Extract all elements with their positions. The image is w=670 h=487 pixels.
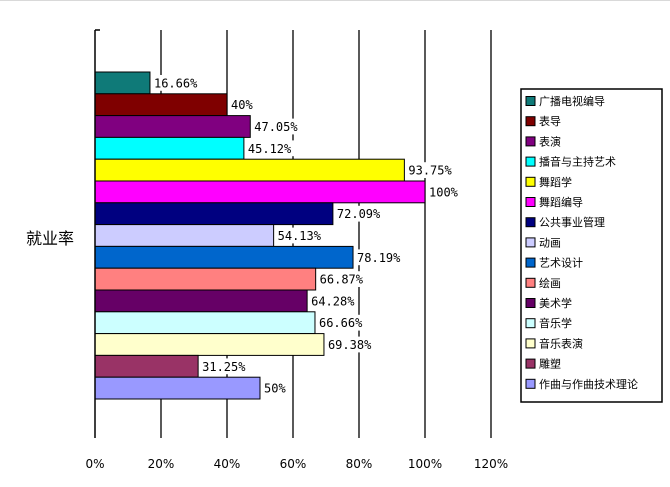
data-labels: 16.66% 40%47.05% 45.12% 93.75% 100% 72.09% 54.…	[150, 75, 462, 396]
legend-label: 表演	[539, 134, 561, 148]
legend-swatch	[525, 318, 536, 329]
data-label-bg	[261, 380, 289, 396]
data-label: 100%	[429, 185, 459, 199]
legend-label: 音乐表演	[539, 336, 583, 350]
legend-swatch	[525, 358, 536, 369]
legend-swatch	[525, 257, 536, 268]
legend-label: 公共事业管理	[539, 215, 605, 229]
x-tick-label: 0%	[85, 457, 104, 471]
legend-swatch	[525, 277, 536, 288]
legend-swatch	[525, 197, 536, 207]
x-tick-label: 20%	[148, 457, 175, 471]
legend-box	[520, 88, 663, 403]
data-label-bg	[244, 140, 295, 157]
data-label: 45.12%	[248, 142, 292, 156]
bar	[94, 202, 334, 226]
bar	[94, 136, 245, 160]
bar	[94, 333, 325, 356]
legend-label: 作曲与作曲技术理论	[539, 377, 638, 391]
data-label-bg	[426, 184, 462, 200]
y-axis-label: 就业率	[26, 229, 74, 248]
data-label-bg	[228, 96, 256, 113]
data-label-bg	[199, 358, 249, 375]
legend-swatch	[525, 298, 536, 308]
x-tick-label: 100%	[408, 457, 442, 471]
legend-label: 美术学	[539, 296, 572, 310]
legend: 广播电视编导表导表演播音与主持艺术舞蹈学舞蹈编导公共事业管理动画艺术设计绘画美术…	[520, 88, 663, 403]
bar	[94, 224, 275, 247]
legend-swatch	[525, 378, 536, 389]
bar	[94, 289, 308, 313]
bar	[94, 267, 317, 291]
legend-label: 表导	[539, 114, 561, 128]
data-label: 93.75%	[408, 164, 452, 178]
legend-swatch	[525, 338, 536, 349]
data-label: 40%	[231, 98, 253, 112]
data-label: 47.05%	[254, 120, 298, 134]
data-label: 50%	[264, 382, 286, 396]
legend-label: 雕塑	[539, 357, 561, 371]
legend-label: 舞蹈学	[539, 175, 572, 189]
data-label: 66.66%	[319, 316, 363, 330]
legend-swatch	[525, 237, 536, 248]
data-label-bg	[333, 205, 384, 222]
x-tick-label: 120%	[474, 457, 508, 471]
data-label-bg	[150, 75, 201, 91]
legend-label: 舞蹈编导	[539, 195, 583, 209]
legend-label: 广播电视编导	[539, 94, 605, 108]
data-label: 16.66%	[154, 76, 198, 90]
x-tick-label: 60%	[280, 457, 307, 471]
data-label: 72.09%	[337, 207, 381, 221]
bar	[94, 71, 151, 95]
data-label-bg	[274, 227, 325, 244]
bar	[94, 158, 405, 182]
x-axis-ticks: 0% 20% 40% 60% 80% 100% 120%	[85, 457, 508, 471]
data-label-bg	[316, 271, 367, 287]
data-label: 64.28%	[311, 294, 355, 308]
legend-label: 音乐学	[539, 316, 572, 330]
bar	[94, 354, 199, 378]
data-label-bg	[315, 314, 366, 331]
legend-swatch	[525, 156, 536, 167]
bar	[94, 180, 426, 204]
data-label: 54.13%	[278, 229, 322, 243]
data-label-bg	[324, 336, 375, 353]
legend-swatch	[525, 217, 536, 228]
data-label-bg	[354, 249, 404, 266]
bar	[94, 245, 354, 269]
data-label: 69.38%	[328, 338, 372, 352]
legend-swatch	[525, 176, 536, 187]
bar	[94, 376, 261, 400]
legend-label: 动画	[539, 236, 561, 249]
data-label: 78.19%	[357, 251, 401, 265]
data-label-bg	[308, 293, 358, 309]
bar	[94, 115, 251, 138]
legend-label: 播音与主持艺术	[539, 155, 616, 169]
bar	[94, 311, 316, 335]
data-label: 31.25%	[202, 360, 246, 374]
data-label-bg	[251, 118, 302, 135]
legend-label: 艺术设计	[539, 257, 583, 270]
data-label-bg	[405, 162, 456, 178]
bar	[94, 93, 228, 117]
bars	[94, 71, 426, 400]
x-tick-label: 80%	[346, 457, 373, 471]
legend-swatch	[525, 116, 536, 127]
legend-label: 绘画	[539, 276, 561, 290]
legend-swatch	[525, 136, 536, 147]
x-tick-label: 40%	[214, 457, 241, 471]
legend-swatch	[525, 96, 536, 106]
data-label: 66.87%	[320, 273, 364, 287]
